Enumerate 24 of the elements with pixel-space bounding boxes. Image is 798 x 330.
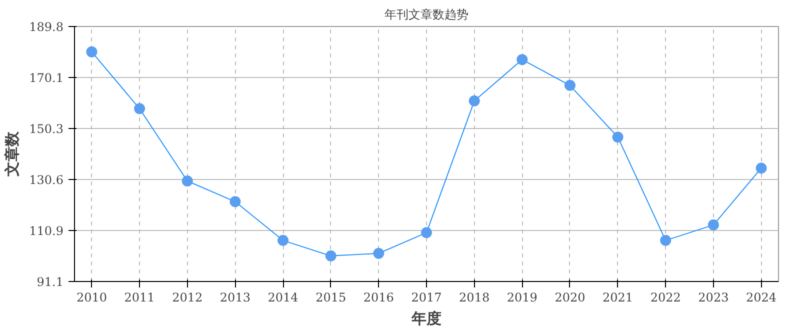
y-axis-title: 文章数: [3, 130, 22, 178]
x-tick-label: 2020: [554, 290, 586, 304]
x-tick-label: 2013: [220, 290, 250, 304]
x-tick-label: 2017: [411, 290, 442, 304]
x-tick-label: 2012: [172, 290, 203, 304]
y-tick-label: 130.6: [29, 172, 64, 187]
chart-title: 年刊文章数趋势: [384, 8, 468, 22]
x-tick-label: 2022: [650, 290, 681, 304]
y-tick-label: 150.3: [29, 122, 64, 136]
y-tick-label: 110.9: [29, 224, 64, 238]
x-tick-label: 2011: [124, 290, 155, 304]
x-tick-label: 2023: [698, 290, 729, 304]
x-axis-title: 年度: [410, 310, 442, 328]
x-tick-label: 2016: [363, 290, 394, 304]
x-tick-label: 2018: [459, 290, 490, 304]
y-tick-label: 91.1: [36, 275, 64, 289]
x-tick-label: 2015: [316, 290, 346, 304]
y-tick-label: 170.1: [29, 70, 64, 85]
x-tick-label: 2024: [746, 290, 777, 304]
x-tick-label: 2010: [76, 290, 107, 304]
x-tick-label: 2019: [506, 290, 538, 304]
x-tick-label: 2021: [602, 290, 634, 304]
x-tick-label: 2014: [268, 290, 299, 304]
y-tick-label: 189.8: [29, 20, 64, 34]
